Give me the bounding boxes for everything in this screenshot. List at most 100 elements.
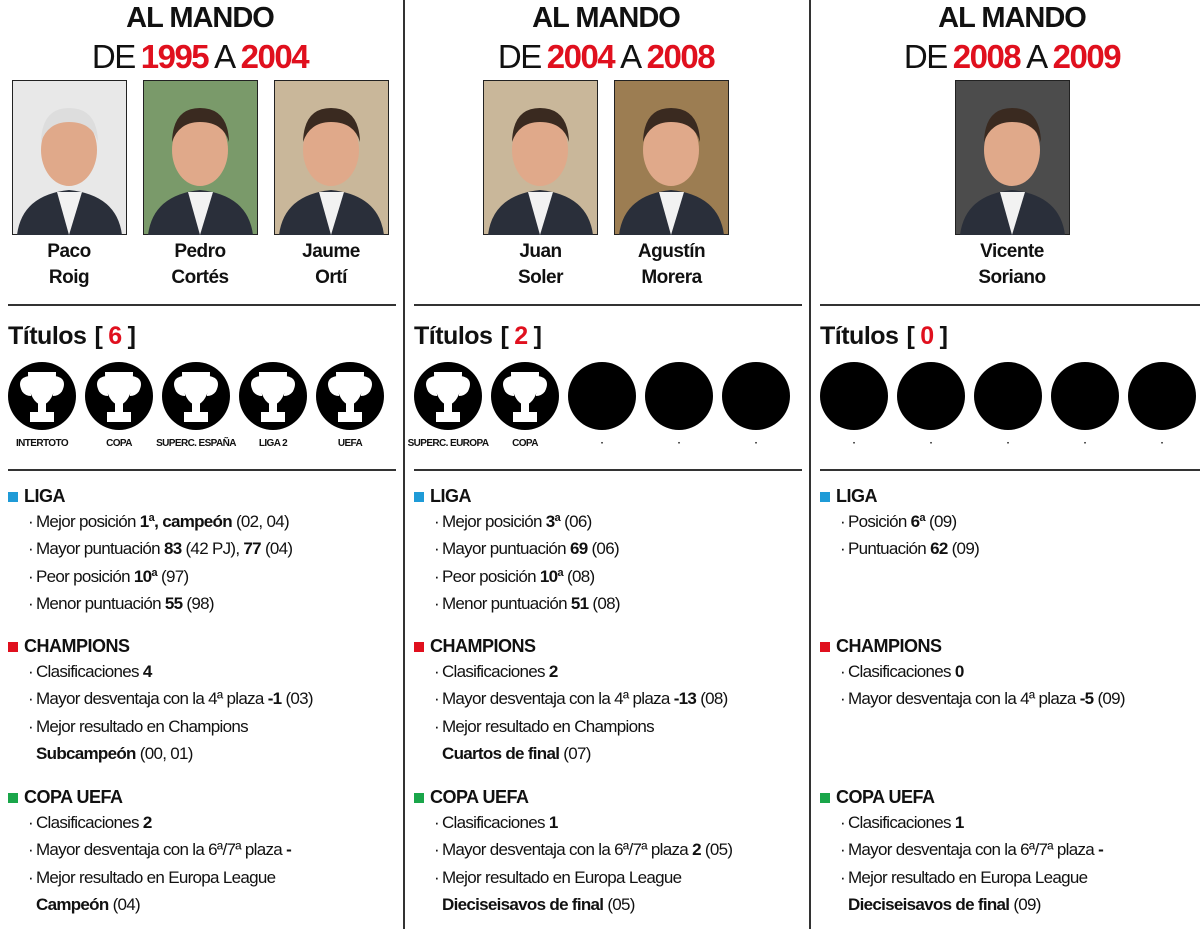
stat-value: 83 (163, 539, 182, 559)
stat-value: 0 (954, 662, 964, 681)
section-heading: CHAMPIONS (414, 636, 536, 657)
trophy-label: · (677, 438, 681, 449)
bullet: · (840, 867, 846, 887)
last-name: Roig (48, 267, 90, 288)
to-word: A (620, 38, 642, 75)
titles-open: [ (906, 322, 915, 350)
portrait-hair (512, 108, 569, 142)
from-word: DE (91, 38, 136, 75)
stat-text: Clasificaciones (441, 662, 549, 681)
titles-label: Títulos (820, 322, 899, 350)
trophy-icon (491, 362, 559, 430)
portrait-shirt (187, 192, 213, 235)
portrait-hair (643, 108, 700, 142)
stat-text: (06) (560, 512, 592, 531)
stat-text: (05) (700, 840, 733, 860)
section-name: COPA UEFA (836, 787, 935, 807)
stat-text: Mayor puntuación (441, 539, 570, 559)
separator (8, 304, 396, 306)
trophy-label: · (1006, 438, 1010, 449)
bullet: · (434, 689, 440, 709)
bullet: · (28, 593, 34, 613)
stat-text: Menor puntuación (441, 593, 571, 613)
stat-value: 69 (569, 539, 588, 559)
separator (414, 304, 802, 306)
stat-line: Campeón (04) (36, 895, 141, 915)
separator (414, 469, 802, 471)
person-name: Juan Soler (476, 239, 606, 291)
stat-line: · Mayor desventaja con la 6ª/7ª plaza - (840, 840, 1104, 860)
bullet: · (434, 593, 440, 613)
trophy-cup (251, 372, 295, 422)
stat-text: Clasificaciones (847, 813, 955, 832)
stat-value: Subcampeón (36, 743, 136, 763)
portrait-face (302, 114, 359, 186)
portrait-face (171, 114, 228, 186)
titles-count: 6 (108, 322, 122, 350)
portrait-shirt (528, 192, 553, 235)
trophy-circle (722, 362, 790, 430)
section-name: COPA UEFA (24, 787, 123, 807)
stat-line: · Mayor desventaja con la 4ª plaza -5 (09… (840, 689, 1126, 709)
stat-text: Mejor posición (35, 512, 140, 531)
trophy-cup (174, 372, 218, 422)
column-divider (809, 0, 811, 929)
header-top: AL MANDO (938, 2, 1087, 34)
stat-value: 1 (548, 813, 558, 832)
stat-line: · Clasificaciones 0 (840, 662, 964, 682)
bullet: · (28, 867, 34, 887)
trophy-label: · (1160, 438, 1164, 449)
stat-text: (09) (947, 539, 980, 559)
bullet: · (434, 867, 440, 887)
stat-line: · Mayor puntuación 69 (06) (434, 539, 620, 559)
stat-value: -1 (267, 689, 282, 709)
bullet: · (28, 512, 34, 531)
bullet: · (434, 539, 440, 559)
to-word: A (214, 38, 236, 75)
to: 2004 (240, 38, 310, 75)
stat-text: (08) (563, 566, 595, 586)
stat-line: · Clasificaciones 2 (28, 813, 152, 833)
section-name: COPA UEFA (430, 787, 529, 807)
portrait-shirt (999, 192, 1025, 235)
stat-text: (04) (260, 539, 293, 559)
section-heading: LIGA (414, 486, 472, 507)
section-heading: COPA UEFA (8, 787, 123, 808)
stat-text: Mayor desventaja con la 6ª/7ª plaza (847, 840, 1099, 860)
stat-text: (06) (587, 539, 619, 559)
from-word: DE (903, 38, 948, 75)
section-marker (8, 492, 18, 502)
stat-value: 51 (570, 593, 589, 613)
bullet: · (28, 566, 34, 586)
stat-value: 10ª (133, 566, 158, 586)
person-name: Vicente Soriano (947, 239, 1077, 291)
stat-line: · Posición 6ª (09) (840, 512, 957, 532)
bullet: · (840, 840, 846, 860)
titles-count: 2 (514, 322, 528, 350)
titles-heading: Títulos[0] (820, 322, 948, 351)
stat-line: · Mejor posición 3ª (06) (434, 512, 592, 532)
stat-text: Peor posición (441, 566, 540, 586)
last-name: Morera (641, 267, 702, 288)
stat-value: -5 (1079, 689, 1094, 709)
trophy-icon (645, 362, 713, 430)
portrait (614, 80, 729, 235)
portrait-hair (40, 108, 98, 142)
stat-text: (98) (182, 593, 214, 613)
bullet: · (434, 512, 440, 531)
stat-text: (42 PJ), (181, 539, 244, 559)
section-marker (820, 793, 830, 803)
trophy-icon (722, 362, 790, 430)
trophy-label: SUPERC. ESPAÑA (156, 438, 236, 449)
stat-text: Clasificaciones (847, 662, 955, 681)
bullet: · (840, 689, 846, 709)
stat-line: · Menor puntuación 55 (98) (28, 593, 215, 614)
bullet: · (28, 813, 34, 832)
stat-line: · Mejor resultado en Champions (434, 717, 655, 737)
titles-label: Títulos (414, 322, 493, 350)
stat-line: Subcampeón (00, 01) (36, 744, 193, 764)
portrait-shirt (659, 192, 684, 235)
trophy-label: LIGA 2 (258, 438, 288, 449)
first-name: Agustín (637, 241, 706, 262)
